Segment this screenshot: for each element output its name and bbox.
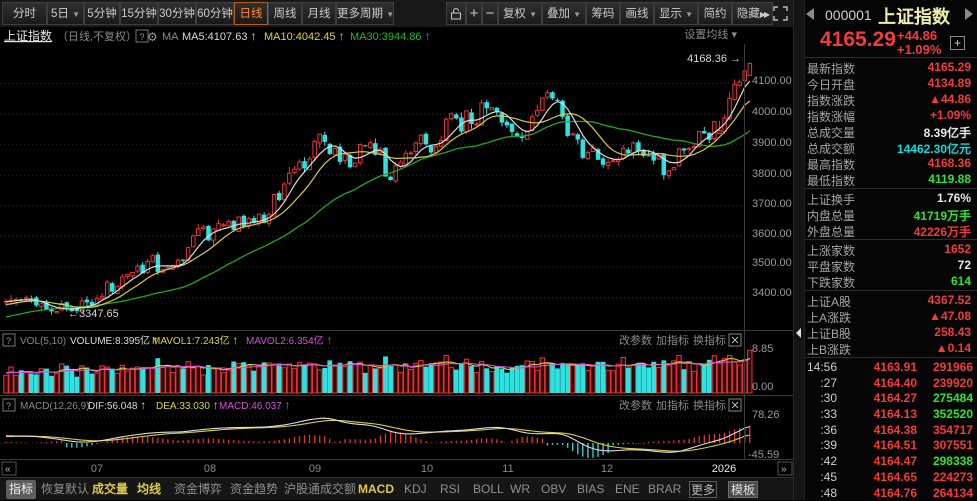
svg-text:MA10:4042.45 ↑: MA10:4042.45 ↑	[264, 29, 345, 43]
svg-text:4168.36 →: 4168.36 →	[687, 53, 741, 65]
svg-text:?: ?	[6, 336, 11, 346]
svg-text:8.85: 8.85	[752, 343, 773, 355]
svg-text:设置均线 ▾: 设置均线 ▾	[684, 27, 737, 41]
svg-text:»: »	[781, 464, 787, 475]
svg-text:-45.59: -45.59	[748, 449, 779, 461]
svg-text:上证指数: 上证指数	[4, 28, 52, 43]
svg-text:?: ?	[6, 401, 11, 411]
svg-text:3500.00: 3500.00	[752, 257, 792, 269]
svg-text:换指标: 换指标	[693, 333, 726, 347]
svg-text:0.00: 0.00	[752, 381, 773, 393]
svg-text:换指标: 换指标	[693, 398, 726, 412]
svg-text:?: ?	[140, 32, 145, 42]
svg-text:2026: 2026	[712, 463, 736, 475]
svg-text:4000.00: 4000.00	[752, 106, 792, 118]
svg-text:«: «	[5, 464, 11, 475]
svg-text:08: 08	[204, 463, 216, 475]
svg-text:MAVOL1:7.243亿 ↑: MAVOL1:7.243亿 ↑	[152, 333, 238, 347]
svg-text:（日线,不复权）: （日线,不复权）	[57, 29, 137, 43]
svg-text:MACD:46.037 ↑: MACD:46.037 ↑	[219, 398, 291, 412]
svg-text:3700.00: 3700.00	[752, 198, 792, 210]
svg-text:加指标: 加指标	[656, 398, 689, 412]
svg-text:3400.00: 3400.00	[752, 287, 792, 299]
svg-text:78.26: 78.26	[752, 409, 780, 421]
svg-text:07: 07	[91, 463, 103, 475]
svg-text:MACD(12,26,9): MACD(12,26,9)	[20, 401, 89, 412]
svg-text:加指标: 加指标	[656, 333, 689, 347]
svg-text:10: 10	[421, 463, 433, 475]
svg-text:12: 12	[601, 463, 613, 475]
svg-text:MA5:4107.63 ↑: MA5:4107.63 ↑	[182, 29, 257, 43]
svg-text:⚙: ⚙	[147, 30, 158, 44]
svg-text:3900.00: 3900.00	[752, 137, 792, 149]
svg-text:4100.00: 4100.00	[752, 75, 792, 87]
svg-text:DEA:33.030 ↑: DEA:33.030 ↑	[156, 398, 219, 412]
svg-text:MA: MA	[162, 31, 179, 43]
svg-text:VOLUME:8.395亿 ↑: VOLUME:8.395亿 ↑	[70, 333, 159, 347]
svg-text:改参数: 改参数	[619, 398, 652, 412]
svg-text:←3347.65: ←3347.65	[68, 308, 119, 320]
svg-text:09: 09	[309, 463, 321, 475]
svg-text:3800.00: 3800.00	[752, 168, 792, 180]
svg-text:3600.00: 3600.00	[752, 228, 792, 240]
svg-text:MAVOL2:6.354亿 ↑: MAVOL2:6.354亿 ↑	[246, 333, 332, 347]
svg-text:11: 11	[502, 463, 513, 475]
svg-text:DIF:56.048 ↑: DIF:56.048 ↑	[88, 398, 146, 412]
svg-text:VOL(5,10): VOL(5,10)	[20, 336, 66, 347]
svg-text:MA30:3944.86 ↑: MA30:3944.86 ↑	[350, 29, 431, 43]
svg-text:改参数: 改参数	[619, 333, 652, 347]
